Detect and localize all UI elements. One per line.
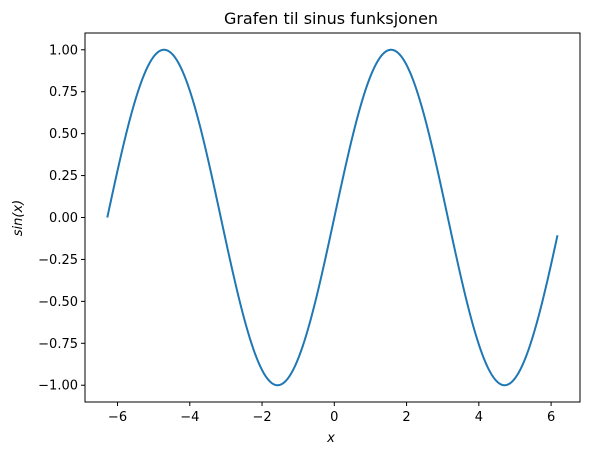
y-tick-label: 0.25 [49,169,78,184]
y-axis-label: sin(x) [11,200,26,236]
y-tick-label: −1.00 [38,379,78,394]
x-tick-label: −2 [252,410,271,425]
x-tick-label: 2 [402,410,410,425]
y-axis: −1.00 −0.75 −0.50 −0.25 0.00 0.25 0.50 0.75 1.00 [38,43,85,394]
y-tick-label: 0.50 [49,127,78,142]
x-tick-label: 6 [547,410,555,425]
plot-frame [84,32,581,403]
y-tick-label: 1.00 [49,43,78,58]
y-tick-label: −0.50 [38,295,78,310]
x-tick-label: 0 [330,410,338,425]
series-line-sin [106,48,559,387]
x-axis: −6 −4 −2 0 2 4 6 [108,402,555,425]
y-tick-label: −0.75 [38,337,78,352]
plot-area: −6 −4 −2 0 2 4 6 −1.00 −0.75 −0.50 −0.25 0.00 0.25 0… [38,32,581,425]
y-tick-label: 0.00 [49,211,78,226]
x-tick-label: 4 [475,410,483,425]
x-axis-label: x [326,431,335,446]
y-tick-label: −0.25 [38,253,78,268]
chart-title: Grafen til sinus funksjonen [224,9,438,28]
x-tick-label: −6 [108,410,127,425]
x-tick-label: −4 [180,410,199,425]
y-tick-label: 0.75 [49,85,78,100]
